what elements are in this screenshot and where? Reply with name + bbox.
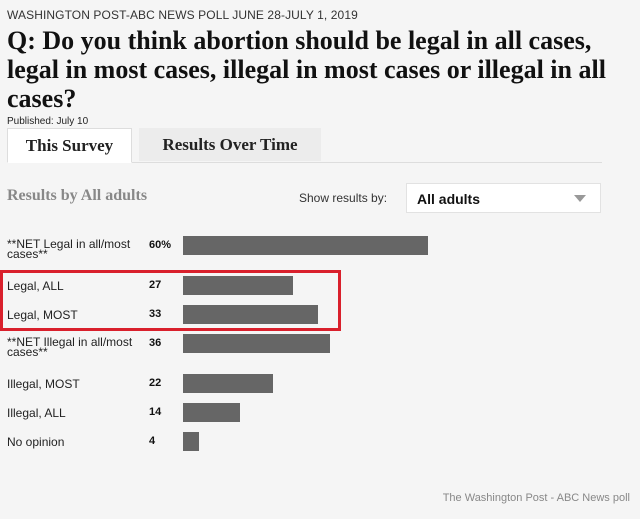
bar-value-label: 33 bbox=[149, 308, 162, 320]
bar-label: No opinion bbox=[7, 435, 65, 449]
results-by-select[interactable]: All adults bbox=[406, 183, 601, 213]
page-title: Q: Do you think abortion should be legal… bbox=[7, 26, 606, 113]
published-date: Published: July 10 bbox=[7, 116, 89, 127]
bar-value-label: 36 bbox=[149, 337, 162, 349]
bar-value-label: 60% bbox=[149, 239, 172, 251]
bar-label: Legal, ALL bbox=[7, 279, 64, 293]
bar-value-label: 4 bbox=[149, 435, 156, 447]
bar-label: **NET Legal in all/most cases** bbox=[7, 237, 131, 261]
show-results-label: Show results by: bbox=[299, 191, 388, 205]
bar-value-label: 27 bbox=[149, 279, 162, 291]
bar-label: Legal, MOST bbox=[7, 308, 78, 322]
bar bbox=[183, 276, 293, 295]
bar-value-label: 14 bbox=[149, 406, 162, 418]
results-by-heading: Results by All adults bbox=[7, 187, 148, 204]
results-by-select-value: All adults bbox=[417, 191, 481, 207]
bar bbox=[183, 403, 240, 422]
source-credit: The Washington Post - ABC News poll bbox=[442, 492, 630, 504]
bar bbox=[183, 334, 330, 353]
bar-label: Illegal, MOST bbox=[7, 377, 80, 391]
bar-value-label: 22 bbox=[149, 377, 162, 389]
bar-label: Illegal, ALL bbox=[7, 406, 66, 420]
chevron-down-icon bbox=[574, 195, 586, 202]
bar bbox=[183, 305, 318, 324]
tab-bar: This Survey Results Over Time bbox=[7, 128, 602, 163]
tab-results-over-time[interactable]: Results Over Time bbox=[139, 128, 321, 161]
tab-this-survey[interactable]: This Survey bbox=[7, 128, 132, 163]
bar bbox=[183, 374, 273, 393]
poll-source: WASHINGTON POST-ABC NEWS POLL JUNE 28-JU… bbox=[7, 8, 358, 22]
bar bbox=[183, 432, 199, 451]
highlight-annotation bbox=[0, 270, 341, 331]
bar bbox=[183, 236, 428, 255]
bar-label: **NET Illegal in all/most cases** bbox=[7, 335, 133, 359]
